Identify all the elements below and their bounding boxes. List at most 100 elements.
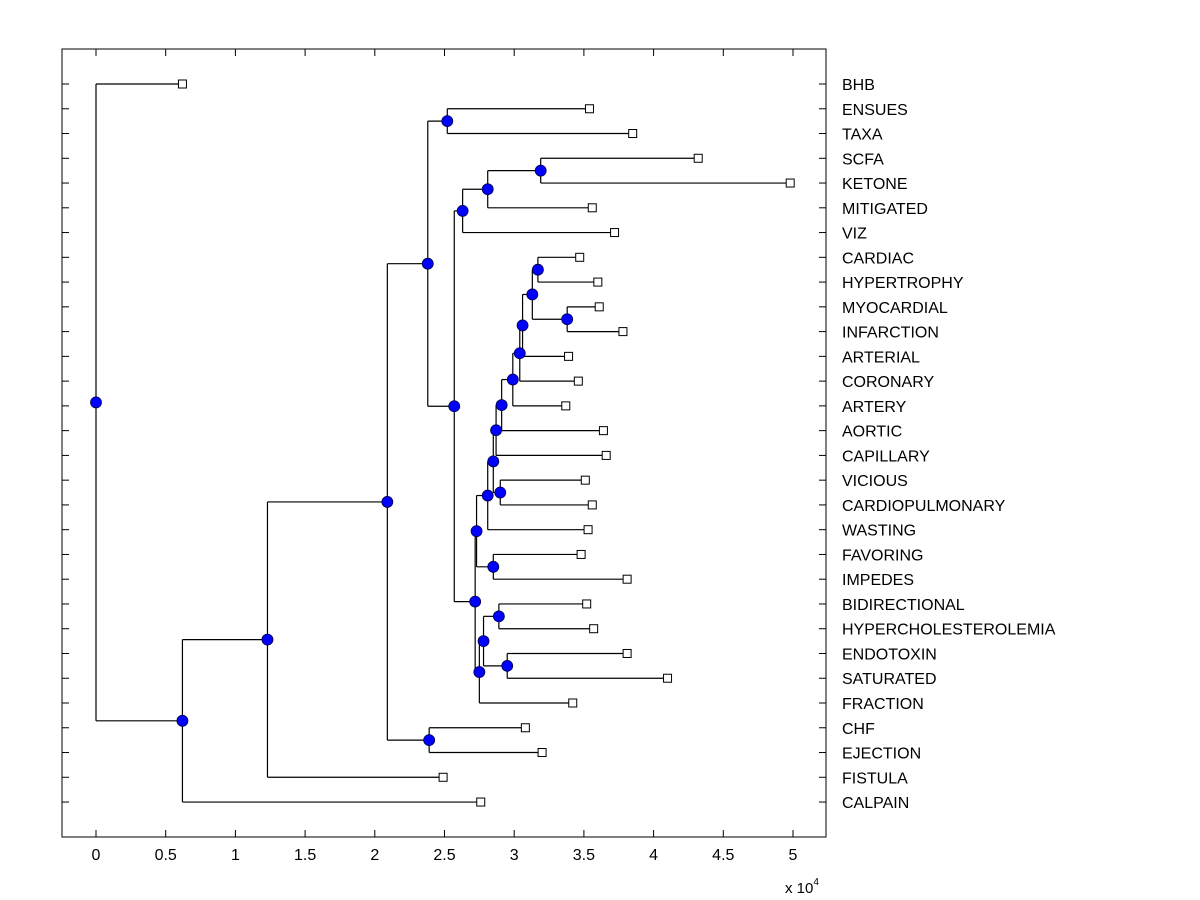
leaf-marker bbox=[537, 748, 547, 758]
leaf-label: CHF bbox=[842, 721, 875, 738]
leaf-label: HYPERTROPHY bbox=[842, 275, 964, 292]
leaf-marker bbox=[587, 203, 597, 213]
leaf-label: KETONE bbox=[842, 176, 908, 193]
x-tick-label: 1 bbox=[231, 847, 240, 864]
leaf-labels: BHB ENSUES TAXA SCFA KETONE MITIGATED VIZ CARDI… bbox=[842, 77, 1056, 812]
internal-node-marker bbox=[469, 595, 482, 608]
leaf-marker bbox=[580, 475, 590, 485]
internal-node-marker bbox=[477, 635, 490, 647]
x-tick-label: 5 bbox=[789, 847, 798, 864]
leaf-label: HYPERCHOLESTEROLEMIA bbox=[842, 622, 1056, 639]
leaf-marker bbox=[628, 129, 638, 139]
leaf-marker bbox=[587, 500, 597, 510]
internal-node-marker bbox=[513, 347, 526, 360]
internal-node-marker bbox=[492, 610, 505, 623]
leaf-label: CARDIAC bbox=[842, 250, 914, 267]
internal-node-marker bbox=[494, 486, 507, 499]
x-tick-label: 2.5 bbox=[433, 847, 455, 864]
leaf-marker bbox=[584, 104, 594, 114]
internal-node-marker bbox=[490, 424, 502, 437]
leaf-marker bbox=[575, 252, 585, 262]
x-axis-multiplier: x 104 bbox=[785, 877, 819, 897]
leaf-marker bbox=[520, 723, 530, 733]
internal-node-marker bbox=[448, 400, 461, 413]
internal-node-marker bbox=[531, 263, 544, 276]
leaf-marker bbox=[693, 153, 703, 163]
leaf-marker bbox=[601, 450, 611, 460]
leaf-label: INFARCTION bbox=[842, 325, 939, 342]
internal-node-marker bbox=[456, 204, 469, 217]
internal-node-marker bbox=[516, 319, 529, 332]
leaf-label: MYOCARDIAL bbox=[842, 300, 948, 317]
leaf-label: AORTIC bbox=[842, 424, 902, 441]
internal-node-marker bbox=[261, 633, 274, 646]
internal-node-marker bbox=[534, 164, 547, 177]
leaf-marker bbox=[573, 376, 583, 386]
internal-node-marker bbox=[481, 183, 494, 196]
leaf-label: TAXA bbox=[842, 127, 883, 144]
leaf-label: VIZ bbox=[842, 226, 867, 243]
leaf-marker bbox=[785, 178, 795, 188]
leaf-marker bbox=[438, 772, 448, 782]
leaf-marker bbox=[663, 673, 673, 683]
internal-node-marker bbox=[561, 313, 574, 326]
leaf-label: WASTING bbox=[842, 523, 916, 540]
y-axis-ticks bbox=[62, 83, 826, 803]
leaf-label: VICIOUS bbox=[842, 473, 908, 490]
leaf-marker bbox=[476, 797, 486, 807]
leaf-label: IMPEDES bbox=[842, 572, 914, 589]
internal-node-marker bbox=[506, 373, 519, 386]
x-tick-label: 4 bbox=[649, 847, 658, 864]
leaf-marker bbox=[618, 327, 628, 337]
leaf-marker bbox=[598, 426, 608, 436]
internal-node-marker bbox=[470, 525, 483, 538]
leaf-marker bbox=[576, 549, 586, 559]
x-axis-tick-labels: 0 0.5 1 1.5 2 2.5 3 3.5 4 4.5 5 bbox=[92, 847, 798, 864]
leaf-label: ARTERIAL bbox=[842, 349, 920, 366]
x-axis-ticks bbox=[95, 49, 794, 837]
leaf-label: FRACTION bbox=[842, 696, 924, 713]
internal-node-marker bbox=[421, 257, 434, 270]
leaf-label: MITIGATED bbox=[842, 201, 928, 218]
leaf-label: EJECTION bbox=[842, 746, 921, 763]
x-axis-multiplier-exponent: 4 bbox=[813, 877, 819, 888]
leaf-marker bbox=[589, 624, 599, 634]
x-tick-label: 2 bbox=[370, 847, 379, 864]
internal-node-marker bbox=[487, 560, 500, 573]
leaf-marker bbox=[594, 302, 604, 312]
leaf-label: ENSUES bbox=[842, 102, 908, 119]
internal-node-marker bbox=[176, 714, 189, 727]
leaf-marker bbox=[610, 228, 620, 238]
leaf-label: CORONARY bbox=[842, 374, 934, 391]
x-tick-label: 3.5 bbox=[573, 847, 595, 864]
leaf-label: ENDOTOXIN bbox=[842, 646, 937, 663]
internal-node-marker bbox=[487, 455, 500, 468]
leaf-label: FISTULA bbox=[842, 770, 908, 787]
leaf-label: ARTERY bbox=[842, 399, 907, 416]
leaf-label: SCFA bbox=[842, 151, 884, 168]
leaf-label: BIDIRECTIONAL bbox=[842, 597, 965, 614]
x-tick-label: 4.5 bbox=[712, 847, 734, 864]
leaf-label: BHB bbox=[842, 77, 875, 94]
internal-node-marker bbox=[501, 659, 514, 672]
dendrogram-markers bbox=[90, 79, 795, 807]
plot-background bbox=[62, 49, 826, 837]
leaf-label: CALPAIN bbox=[842, 795, 909, 812]
internal-node-marker bbox=[481, 489, 494, 502]
leaf-marker bbox=[564, 351, 574, 361]
leaf-marker bbox=[561, 401, 571, 411]
leaf-marker bbox=[568, 698, 578, 708]
x-tick-label: 1.5 bbox=[294, 847, 316, 864]
leaf-label: FAVORING bbox=[842, 547, 924, 564]
x-tick-label: 0.5 bbox=[155, 847, 177, 864]
leaf-label: CAPILLARY bbox=[842, 448, 930, 465]
leaf-marker bbox=[622, 574, 632, 584]
leaf-marker bbox=[593, 277, 603, 287]
x-tick-label: 0 bbox=[92, 847, 101, 864]
leaf-label: CARDIOPULMONARY bbox=[842, 498, 1006, 515]
leaf-marker bbox=[583, 525, 593, 535]
internal-node-marker bbox=[90, 396, 102, 409]
internal-node-marker bbox=[381, 496, 394, 508]
x-tick-label: 3 bbox=[510, 847, 519, 864]
